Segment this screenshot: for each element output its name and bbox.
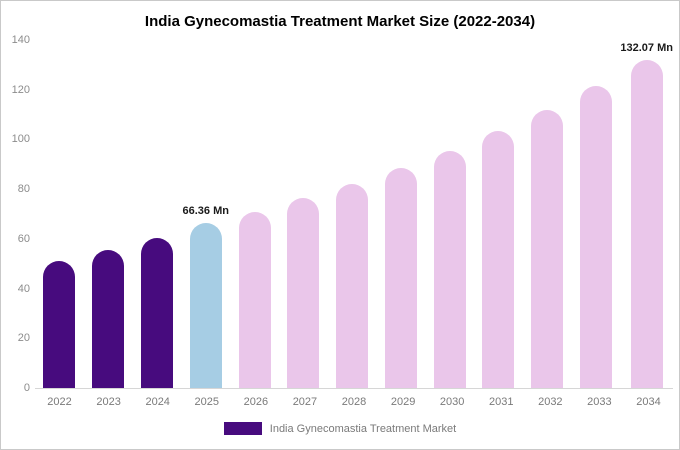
x-tick-label-2022: 2022 bbox=[47, 396, 72, 408]
y-tick-label: 40 bbox=[17, 282, 30, 295]
chart-area: 0 20 40 60 80 100 120 140 66.36 Mn 132.07 Mn 202… bbox=[7, 34, 673, 408]
x-tick-label-2024: 2024 bbox=[145, 396, 170, 408]
bar-slot-2022 bbox=[35, 40, 84, 388]
x-tick-label-2026: 2026 bbox=[243, 396, 269, 408]
bar-slot-2026 bbox=[230, 40, 279, 388]
bar-2022 bbox=[43, 260, 76, 388]
plot-area: 66.36 Mn 132.07 Mn bbox=[35, 40, 673, 389]
y-tick-label: 80 bbox=[17, 183, 30, 196]
x-tick-label-2034: 2034 bbox=[636, 396, 661, 408]
bar-2031 bbox=[482, 130, 515, 388]
plot-wrap: 66.36 Mn 132.07 Mn 2022 2023 2024 2025 2026 20… bbox=[35, 40, 673, 408]
y-tick-label: 140 bbox=[11, 34, 30, 46]
x-tick-label-2033: 2033 bbox=[587, 396, 612, 408]
bar-slot-2030 bbox=[425, 40, 474, 388]
y-tick-label: 100 bbox=[11, 133, 30, 146]
bar-slot-2031 bbox=[474, 40, 523, 388]
x-tick-label-2029: 2029 bbox=[390, 396, 416, 408]
chart-title: India Gynecomastia Treatment Market Size… bbox=[144, 13, 536, 30]
legend-label: India Gynecomastia Treatment Market bbox=[269, 422, 457, 435]
x-tick-label-2031: 2031 bbox=[489, 396, 514, 408]
bar-2026 bbox=[238, 211, 271, 388]
bar-value-label-2025: 66.36 Mn bbox=[182, 205, 229, 218]
bar-2034 bbox=[630, 59, 663, 388]
x-tick-label-2032: 2032 bbox=[538, 396, 563, 408]
bar-slot-2034: 132.07 Mn bbox=[620, 40, 673, 388]
bar-slot-2029 bbox=[376, 40, 425, 388]
bar-2024 bbox=[140, 238, 173, 388]
bar-2033 bbox=[579, 85, 612, 388]
x-tick-label-2027: 2027 bbox=[292, 396, 318, 408]
y-tick-label: 60 bbox=[17, 232, 30, 245]
y-tick-label: 120 bbox=[11, 83, 30, 96]
bar-slot-2032 bbox=[523, 40, 572, 388]
y-axis: 0 20 40 60 80 100 120 140 bbox=[7, 34, 35, 394]
bar-slot-2023 bbox=[84, 40, 133, 388]
bar-slot-2025: 66.36 Mn bbox=[181, 40, 230, 388]
bar-2029 bbox=[384, 168, 417, 388]
bar-2030 bbox=[433, 151, 466, 388]
x-tick-label-2025: 2025 bbox=[194, 396, 220, 408]
bar-2023 bbox=[92, 250, 125, 388]
bar-2028 bbox=[336, 183, 369, 388]
x-tick-label-2030: 2030 bbox=[439, 396, 465, 408]
bar-2025 bbox=[189, 223, 222, 388]
legend-swatch bbox=[223, 422, 262, 435]
bar-slot-2028 bbox=[328, 40, 377, 388]
y-tick-label: 20 bbox=[17, 332, 30, 345]
bar-slot-2027 bbox=[279, 40, 328, 388]
bar-slot-2033 bbox=[572, 40, 621, 388]
bar-2027 bbox=[287, 198, 320, 388]
legend: India Gynecomastia Treatment Market bbox=[1, 422, 679, 435]
bar-slot-2024 bbox=[133, 40, 182, 388]
x-tick-label-2023: 2023 bbox=[96, 396, 121, 408]
y-tick-label: 0 bbox=[23, 382, 30, 394]
bar-2032 bbox=[531, 109, 564, 388]
x-axis: 2022 2023 2024 2025 2026 2027 2028 2029 2030 2031… bbox=[35, 389, 673, 408]
x-tick-label-2028: 2028 bbox=[341, 396, 367, 408]
bar-value-label-2034: 132.07 Mn bbox=[620, 41, 673, 54]
